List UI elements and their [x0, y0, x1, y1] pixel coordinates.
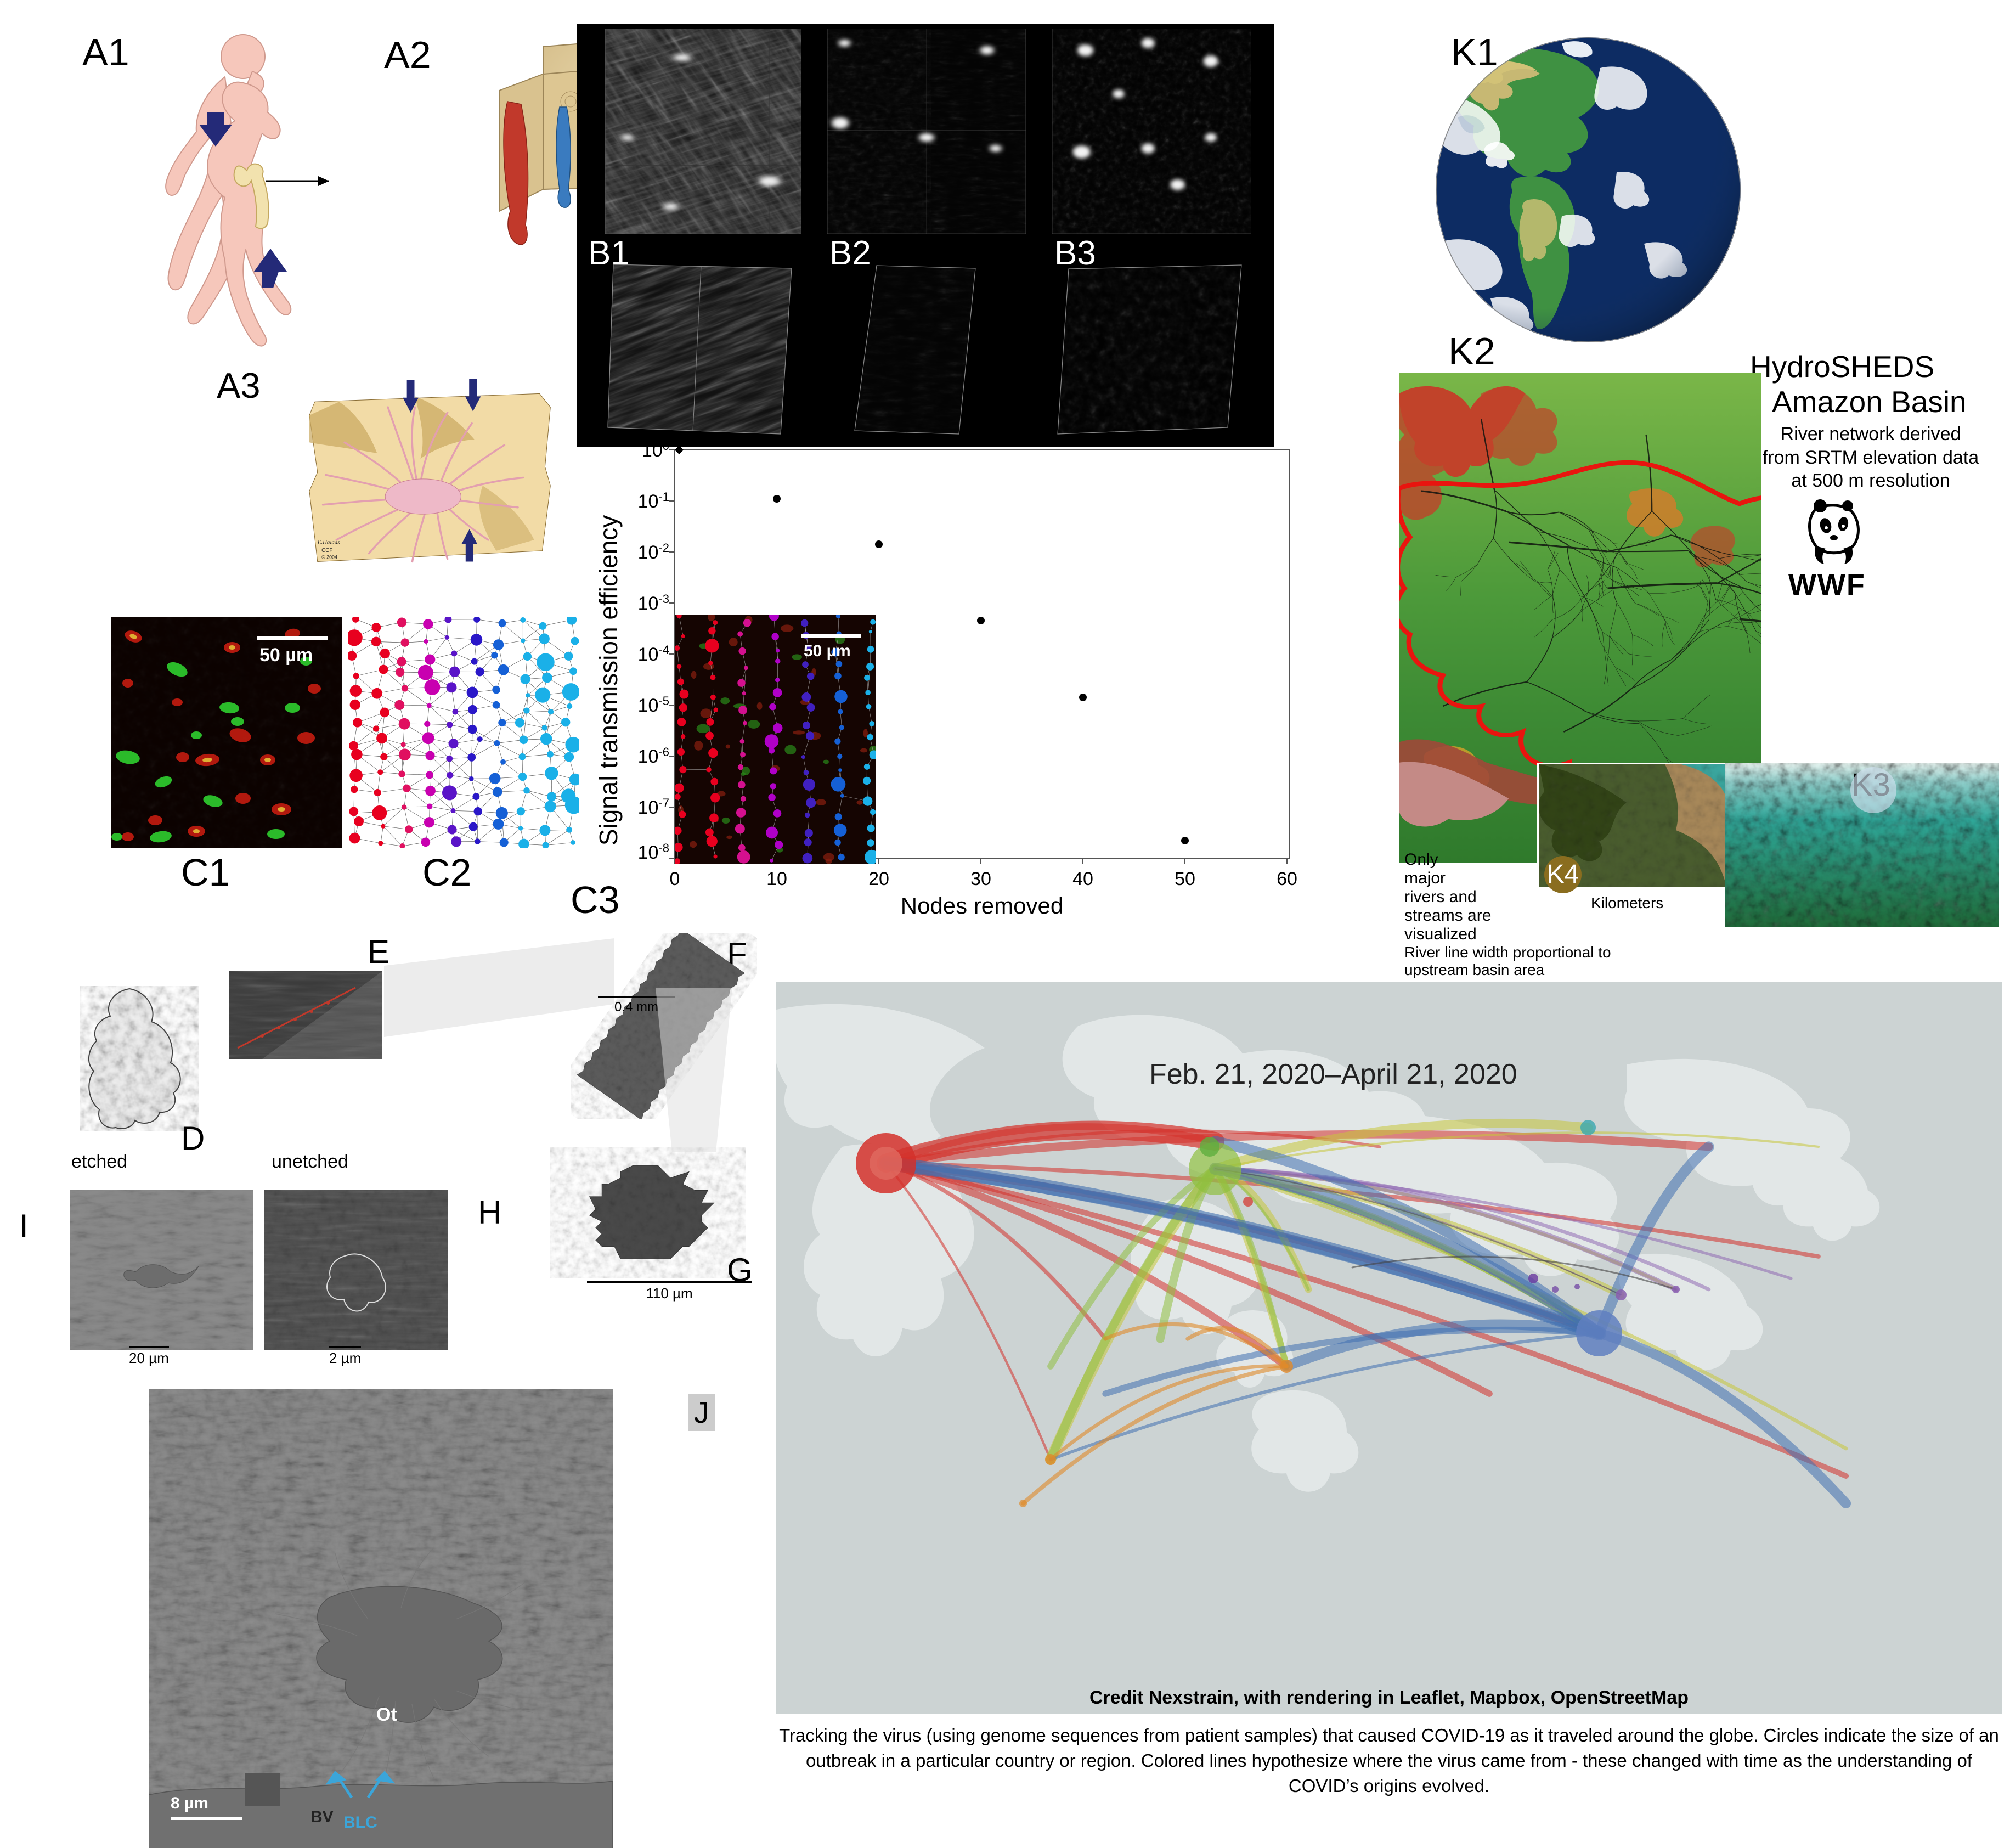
- svg-text:50 µm: 50 µm: [259, 645, 313, 666]
- svg-text:CCF: CCF: [321, 548, 332, 554]
- svg-text:10: 10: [766, 869, 787, 889]
- svg-text:10-6: 10-6: [638, 745, 669, 768]
- svg-text:10-3: 10-3: [638, 592, 669, 615]
- svg-text:10-5: 10-5: [638, 694, 669, 717]
- svg-text:8 µm: 8 µm: [171, 1794, 208, 1812]
- svg-text:20: 20: [868, 869, 889, 889]
- svg-text:10-2: 10-2: [638, 541, 669, 564]
- svg-text:50: 50: [1175, 869, 1195, 889]
- svg-text:10-4: 10-4: [638, 643, 669, 666]
- svg-text:Signal transmission efficiency: Signal transmission efficiency: [594, 515, 623, 846]
- svg-text:30: 30: [970, 869, 991, 889]
- svg-text:0: 0: [670, 869, 680, 889]
- svg-text:Nodes removed: Nodes removed: [901, 893, 1063, 919]
- svg-text:10-1: 10-1: [638, 490, 669, 512]
- svg-text:10-8: 10-8: [638, 841, 669, 864]
- svg-text:10-7: 10-7: [638, 796, 669, 819]
- svg-text:BV: BV: [310, 1808, 334, 1826]
- svg-text:Feb. 21, 2020–April 21, 2020: Feb. 21, 2020–April 21, 2020: [1149, 1058, 1517, 1090]
- svg-text:BLC: BLC: [343, 1813, 377, 1832]
- svg-text:50 µm: 50 µm: [804, 642, 851, 660]
- svg-text:40: 40: [1072, 869, 1093, 889]
- svg-text:60: 60: [1277, 869, 1297, 889]
- svg-text:© 2004: © 2004: [321, 555, 337, 560]
- svg-text:100: 100: [642, 439, 669, 461]
- svg-text:E.Halaas: E.Halaas: [317, 539, 340, 545]
- svg-text:Ot: Ot: [376, 1704, 397, 1725]
